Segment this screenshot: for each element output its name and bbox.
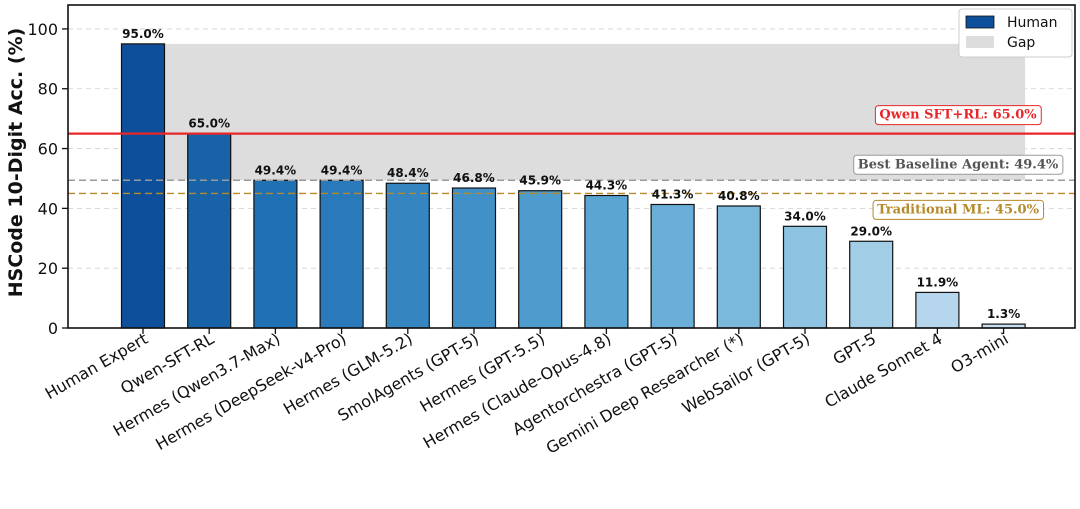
- bar-value-label: 48.4%: [387, 166, 429, 180]
- x-tick-label: GPT-5: [830, 329, 880, 369]
- legend-label-human: Human: [1007, 15, 1058, 31]
- y-tick-label: 80: [38, 80, 58, 99]
- bar: [518, 190, 563, 329]
- bar-value-label: 49.4%: [255, 163, 297, 177]
- reference-line-label-box: [874, 105, 1042, 126]
- y-tick-label: 60: [38, 140, 58, 159]
- legend: Human Gap: [958, 8, 1073, 58]
- reference-line-label: Best Baseline Agent: 49.4%: [858, 157, 1059, 172]
- reference-line-label-box: [853, 154, 1064, 175]
- bars: [120, 43, 1026, 329]
- x-tick-label: WebSailor (GPT-5): [679, 329, 813, 417]
- legend-label-gap: Gap: [1007, 35, 1035, 51]
- bar: [716, 205, 761, 329]
- bar-value-label: 29.0%: [850, 224, 892, 238]
- bar-value-labels: 95.0% 65.0% 49.4% 49.4% 48.4% 46.8% 45.9% 44.3%…: [122, 27, 1020, 321]
- bar-value-label: 45.9%: [519, 174, 561, 188]
- bar-value-label: 41.3%: [652, 187, 694, 201]
- reference-line-label: Qwen SFT+RL: 65.0%: [879, 108, 1037, 123]
- bar: [451, 187, 497, 329]
- bar: [120, 43, 166, 329]
- x-tick-label: O3-mini: [947, 329, 1011, 377]
- bar: [915, 291, 960, 329]
- bar: [650, 203, 695, 329]
- y-tick-label: 20: [38, 259, 58, 278]
- bar-value-label: 65.0%: [188, 117, 230, 131]
- reference-line-label-box: [872, 199, 1045, 220]
- bar-value-label: 34.0%: [784, 209, 826, 223]
- legend-swatch-gap: [966, 36, 994, 48]
- bar-value-label: 1.3%: [987, 307, 1020, 321]
- x-tick-label: Claude Sonnet 4: [821, 329, 945, 412]
- bar: [385, 182, 430, 329]
- bar: [849, 240, 894, 329]
- reference-line-label: Traditional ML: 45.0%: [877, 202, 1040, 217]
- bar: [782, 225, 828, 329]
- y-tick-label: 0: [48, 319, 58, 338]
- reference-lines: Qwen SFT+RL: 65.0% Best Baseline Agent: 4…: [68, 105, 1075, 220]
- bar-value-label: 40.8%: [718, 189, 760, 203]
- bar-value-label: 49.4%: [321, 163, 363, 177]
- bar: [584, 194, 629, 329]
- y-tick-label: 40: [38, 199, 58, 218]
- bar-value-label: 11.9%: [917, 275, 959, 289]
- bar: [253, 179, 298, 329]
- legend-swatch-human: [965, 15, 995, 29]
- bar: [319, 179, 364, 329]
- bar-value-label: 46.8%: [453, 171, 495, 185]
- bar-value-label: 44.3%: [586, 179, 628, 193]
- y-tick-label: 100: [27, 20, 58, 39]
- bar-value-label: 95.0%: [122, 27, 164, 41]
- bar: [187, 133, 232, 329]
- y-axis-label: HSCode 10-Digit Acc. (%): [5, 28, 27, 298]
- plot-frame: [67, 4, 1076, 329]
